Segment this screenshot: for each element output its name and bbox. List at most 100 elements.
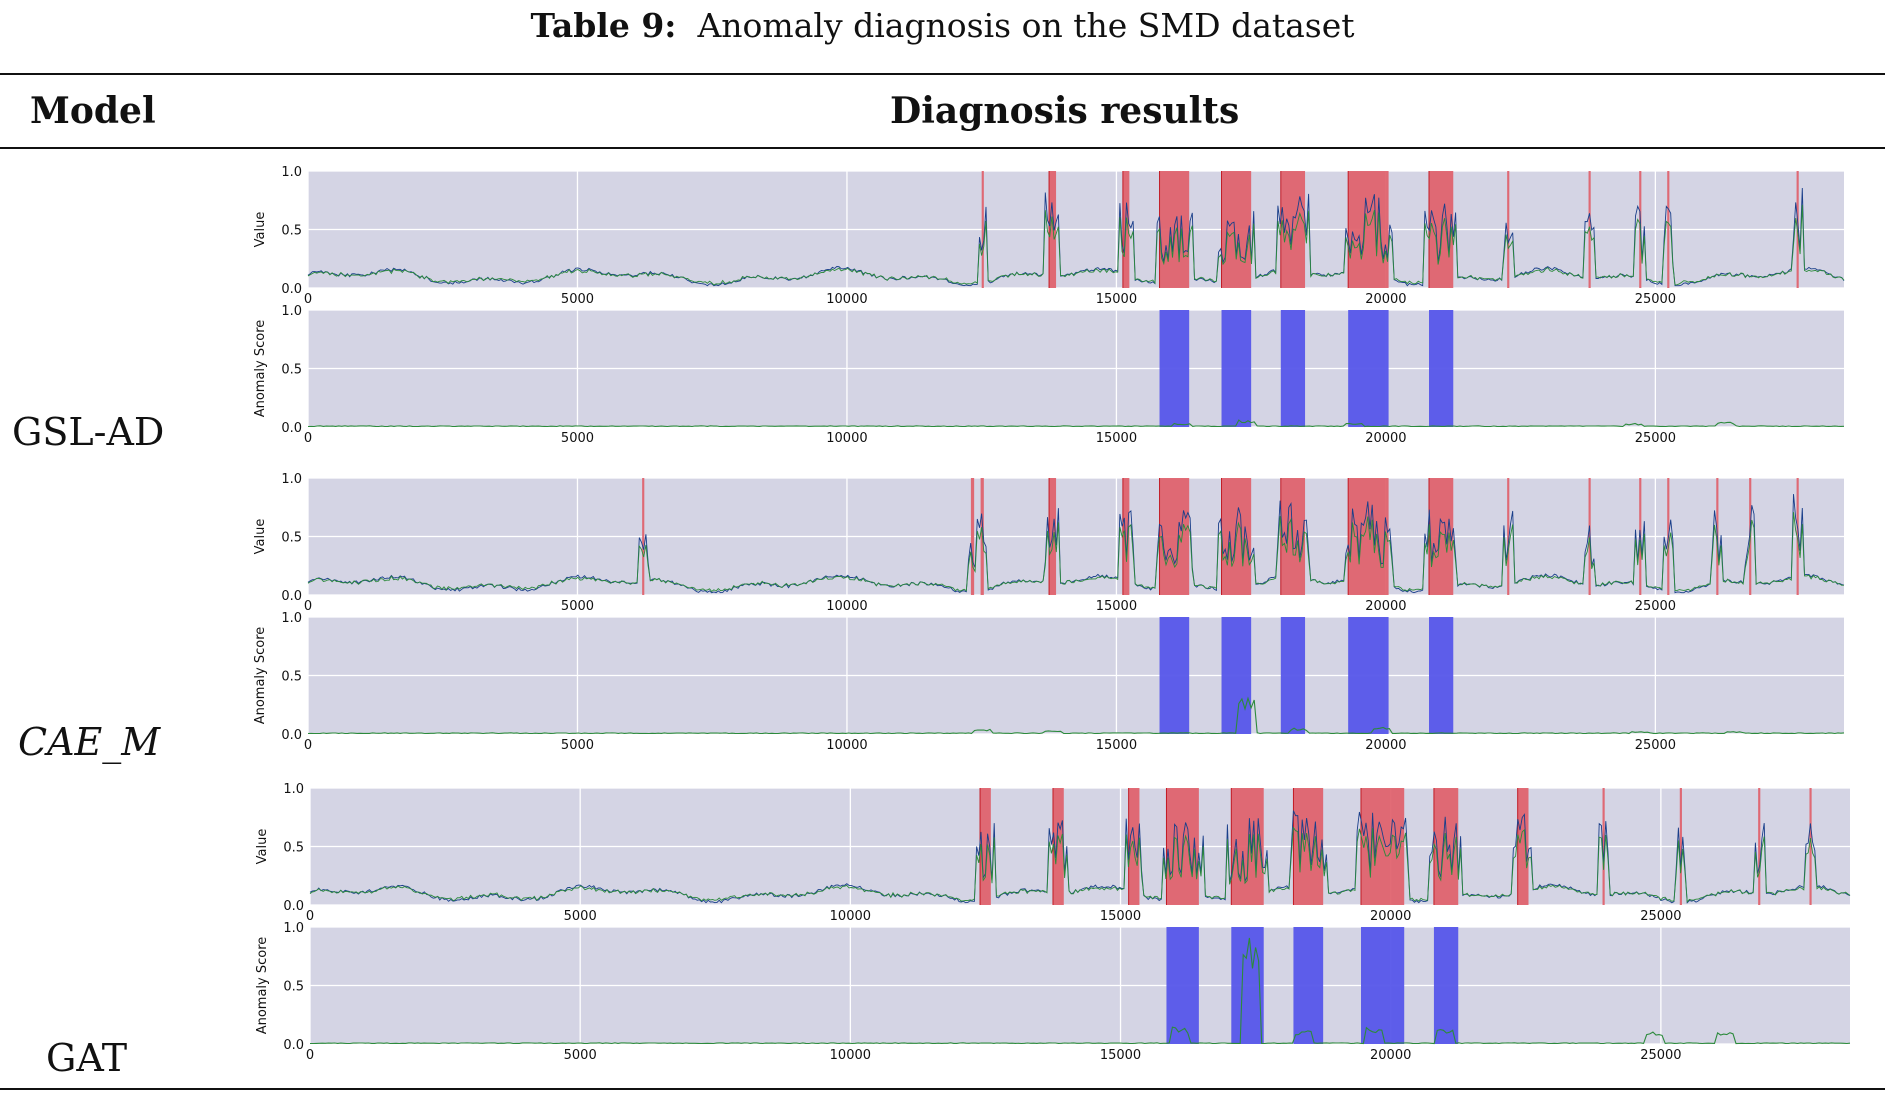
true-anomaly-region [1602,788,1605,905]
true-anomaly-region [1128,788,1140,905]
x-tick-label: 15000 [1100,909,1141,924]
y-tick-label: 1.0 [281,304,302,319]
detected-anomaly-region [1221,310,1252,427]
y-tick-label: 0.5 [281,363,302,378]
x-tick-label: 10000 [830,1048,871,1063]
table-header-rule [0,147,1885,149]
detected-anomaly-region [1166,927,1199,1044]
true-anomaly-region [1796,478,1799,595]
x-tick-label: 20000 [1370,909,1411,924]
x-tick-label: 25000 [1640,909,1681,924]
table-caption-text: Anomaly diagnosis on the SMD dataset [697,6,1355,45]
y-tick-label: 1.0 [281,611,302,626]
x-tick-label: 5000 [561,292,594,307]
detected-anomaly-region [1159,617,1190,734]
x-tick-label: 5000 [561,599,594,614]
y-tick-label: 1.0 [283,782,304,797]
y-tick-label: 0.5 [281,224,302,239]
y-tick-label: 0.5 [283,980,304,995]
y-tick-label: 0.0 [281,728,302,743]
true-anomaly-region [1122,478,1130,595]
detected-anomaly-region [1293,927,1324,1044]
detected-anomaly-region [1280,617,1306,734]
detected-anomaly-region [1433,927,1459,1044]
x-tick-label: 15000 [1096,431,1137,446]
panel-score-0: 0 5000 10000 15000 20000 25000 0.0 0.5 1.0 Anomal… [253,304,1845,446]
predicted-series-line [307,204,1845,286]
detected-anomaly-region [1429,310,1454,427]
x-tick-label: 10000 [826,431,867,446]
panel-score-1: 0 5000 10000 15000 20000 25000 0.0 0.5 1.0 Anomal… [253,611,1845,753]
x-tick-label: 15000 [1100,1048,1141,1063]
y-axis-label: Anomaly Score [255,937,270,1035]
true-anomaly-region [1348,478,1389,595]
panel-value-2: 0 5000 10000 15000 20000 25000 0.0 0.5 1.0 Value [255,782,1851,924]
x-tick-label: 25000 [1635,292,1676,307]
table-top-rule [0,73,1885,75]
y-axis-label: Anomaly Score [253,627,268,725]
x-tick-label: 0 [304,599,312,614]
x-tick-label: 10000 [826,292,867,307]
anomaly-score-line [307,696,1845,735]
x-tick-label: 15000 [1096,738,1137,753]
true-anomaly-region [1052,788,1064,905]
detected-anomaly-region [1429,617,1454,734]
true-anomaly-region [1293,788,1324,905]
true-anomaly-region [970,478,975,595]
y-tick-label: 0.0 [283,1038,304,1053]
x-tick-label: 25000 [1635,738,1676,753]
x-tick-label: 20000 [1365,599,1406,614]
y-tick-label: 0.5 [283,841,304,856]
model-label-gsl-ad: GSL-AD [12,410,165,454]
detected-anomaly-region [1221,617,1252,734]
x-tick-label: 20000 [1365,292,1406,307]
detected-anomaly-region [1360,927,1405,1044]
true-anomaly-region [1679,788,1682,905]
true-anomaly-region [1507,478,1510,595]
y-tick-label: 1.0 [281,165,302,180]
x-tick-label: 10000 [826,738,867,753]
true-anomaly-region [1049,171,1057,288]
true-anomaly-region [1221,171,1252,288]
true-anomaly-region [1809,788,1812,905]
actual-series-line [307,187,1845,287]
x-tick-label: 15000 [1096,292,1137,307]
x-tick-label: 15000 [1096,599,1137,614]
detected-anomaly-region [1348,617,1389,734]
panel-value-1: 0 5000 10000 15000 20000 25000 0.0 0.5 1.0 Value [253,472,1845,614]
detected-anomaly-region [1231,927,1264,1044]
panel-score-2: 0 5000 10000 15000 20000 25000 0.0 0.5 1.0 Anomal… [255,921,1851,1063]
x-tick-label: 5000 [564,1048,597,1063]
x-tick-label: 25000 [1635,599,1676,614]
y-axis-label: Value [255,829,270,865]
y-tick-label: 0.5 [281,531,302,546]
predicted-series-line [309,826,1851,903]
x-tick-label: 25000 [1635,431,1676,446]
x-tick-label: 0 [304,292,312,307]
true-anomaly-region [1667,171,1670,288]
y-tick-label: 0.5 [281,670,302,685]
y-tick-label: 0.0 [281,589,302,604]
true-anomaly-region [981,171,984,288]
true-anomaly-region [1588,478,1591,595]
column-header-model: Model [30,90,156,132]
true-anomaly-region [642,478,645,595]
x-tick-label: 0 [306,909,314,924]
model-label-gat: GAT [46,1036,128,1080]
detected-anomaly-region [1159,310,1190,427]
y-axis-label: Value [253,519,268,555]
anomaly-score-line [310,937,1851,1045]
x-tick-label: 20000 [1370,1048,1411,1063]
x-tick-label: 0 [304,738,312,753]
x-tick-label: 25000 [1640,1048,1681,1063]
detected-anomaly-region [1280,310,1306,427]
true-anomaly-region [1159,478,1190,595]
x-tick-label: 20000 [1365,738,1406,753]
detected-anomaly-region [1348,310,1389,427]
x-tick-label: 5000 [561,431,594,446]
anomaly-score-line [307,419,1845,428]
predicted-series-line [307,512,1845,593]
x-tick-label: 0 [306,1048,314,1063]
true-anomaly-region [1758,788,1761,905]
